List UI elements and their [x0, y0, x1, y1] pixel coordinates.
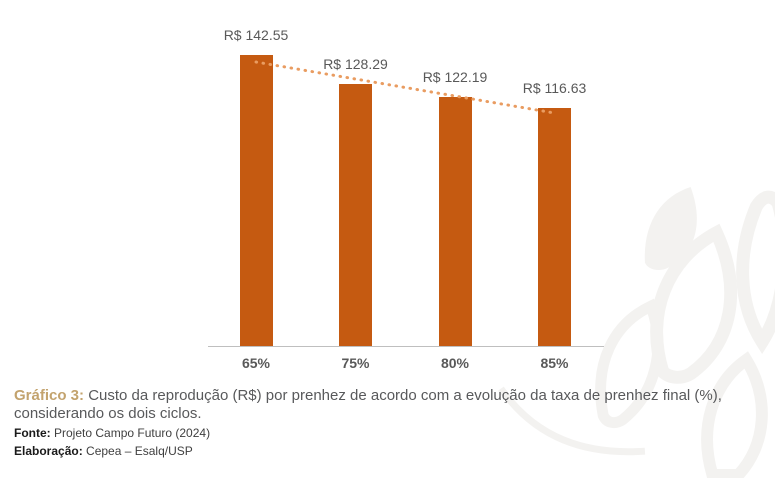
trendline	[254, 60, 556, 115]
bar	[239, 55, 273, 346]
x-axis-label: 65%	[241, 355, 271, 371]
bar	[339, 84, 372, 346]
x-axis-label: 75%	[341, 355, 370, 371]
bar	[538, 108, 571, 346]
x-axis-line	[208, 346, 604, 347]
bar-value-label: R$ 142.55	[223, 27, 289, 43]
source-label: Fonte:	[14, 426, 51, 440]
bar-chart: R$ 142.55 R$ 128.29 R$ 122.19 R$ 116.63 65%…	[208, 0, 604, 380]
caption-block: Gráfico 3: Custo da reprodução (R$) por …	[14, 387, 762, 461]
bar-value-label: R$ 116.63	[522, 80, 587, 96]
leaf-shape-filled	[644, 186, 697, 271]
leaf-shape-outline	[650, 223, 738, 384]
leaf-shape-outline	[736, 190, 775, 355]
elaboration-value: Cepea – Esalq/USP	[86, 443, 193, 458]
x-axis-label: 85%	[540, 355, 569, 371]
x-axis-label: 80%	[440, 355, 470, 371]
elaboration-line: Elaboração: Cepea – Esalq/USP	[14, 444, 762, 460]
elaboration-label: Elaboração:	[14, 443, 83, 458]
plot-area: R$ 142.55 R$ 128.29 R$ 122.19 R$ 116.63	[208, 0, 604, 346]
bar-value-label: R$ 128.29	[323, 56, 388, 72]
source-value: Projeto Campo Futuro (2024)	[54, 426, 211, 440]
bar	[438, 97, 472, 346]
caption-text: Custo da reprodução (R$) por prenhez de …	[14, 387, 722, 422]
figure-caption: Gráfico 3: Custo da reprodução (R$) por …	[14, 387, 762, 422]
bar-value-label: R$ 122.19	[422, 69, 488, 85]
source-line: Fonte: Projeto Campo Futuro (2024)	[14, 426, 762, 442]
trendline-dotted	[254, 60, 556, 115]
caption-prefix: Gráfico 3:	[14, 387, 85, 404]
